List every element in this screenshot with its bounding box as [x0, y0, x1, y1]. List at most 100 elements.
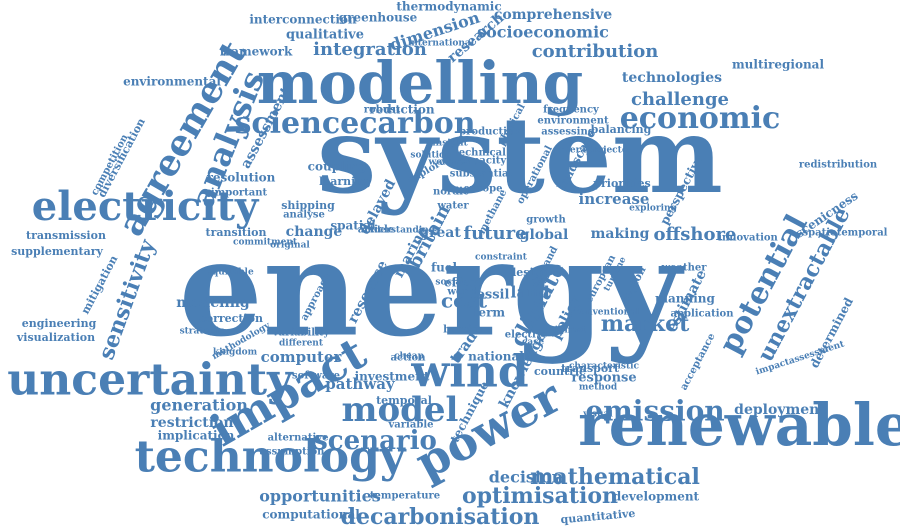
cloud-word: fuel: [431, 261, 458, 275]
cloud-word: learning: [319, 175, 371, 188]
cloud-word: production: [459, 127, 521, 138]
cloud-word: water: [436, 201, 469, 212]
cloud-word: cost: [441, 289, 488, 313]
cloud-word: opportunities: [259, 487, 381, 506]
cloud-word: computer: [261, 348, 343, 366]
cloud-word: fossil: [471, 288, 510, 303]
cloud-word: visualization: [16, 331, 95, 344]
cloud-word: temporal: [376, 394, 432, 407]
cloud-word: electric: [505, 330, 547, 341]
cloud-word: environment: [537, 116, 609, 127]
cloud-word: generation: [150, 396, 248, 415]
cloud-word: offshore: [654, 224, 737, 245]
cloud-word: variability: [272, 328, 331, 339]
cloud-word: exploring: [629, 204, 678, 214]
cloud-word: assessing: [541, 127, 594, 138]
cloud-word: great: [419, 225, 461, 241]
cloud-word: case: [522, 338, 544, 348]
cloud-word: land: [510, 283, 549, 302]
cloud-word: challenge: [631, 89, 729, 110]
cloud-word: weather: [661, 263, 708, 274]
cloud-word: emission: [585, 395, 724, 428]
cloud-word: interconnection: [249, 13, 357, 27]
cloud-word: global: [520, 227, 569, 243]
cloud-word: technology: [135, 432, 407, 483]
cloud-word: sciencecarbon: [234, 106, 475, 141]
cloud-word: resolution: [207, 171, 276, 185]
cloud-word: spatiotemporal: [803, 228, 888, 239]
cloud-word: renewable: [578, 391, 900, 459]
cloud-word: projected: [586, 146, 634, 156]
cloud-word: strategic: [180, 327, 225, 337]
cloud-word: insight: [432, 139, 468, 149]
cloud-word: decision: [489, 468, 564, 487]
cloud-word: wind: [410, 347, 528, 398]
cloud-word: integration: [313, 39, 427, 60]
cloud-word: priorities: [593, 177, 650, 190]
cloud-word: solution: [410, 151, 452, 161]
cloud-word: deployment: [734, 402, 826, 418]
cloud-word: energy: [179, 212, 685, 367]
cloud-word: software: [292, 371, 340, 382]
cloud-word: equitable: [206, 268, 254, 278]
cloud-word: supplementary: [11, 245, 103, 258]
cloud-word: important: [211, 188, 268, 199]
cloud-word: thermodynamic: [396, 0, 501, 14]
cloud-word: uncertainty: [7, 355, 294, 406]
cloud-word: variable: [388, 420, 434, 431]
cloud-word: effect: [444, 276, 482, 290]
cloud-word: cheap: [394, 352, 424, 362]
cloud-word: assumption: [260, 447, 326, 458]
cloud-word: modeling: [176, 295, 250, 311]
cloud-word: change: [286, 224, 343, 240]
cloud-word: environmental: [123, 75, 221, 89]
cloud-word: transition: [206, 226, 267, 239]
cloud-word: engineering: [22, 317, 97, 330]
cloud-word: temperature: [370, 491, 440, 502]
cloud-word: balancing: [591, 123, 652, 136]
cloud-word: international: [408, 39, 475, 49]
cloud-word: comprehensive: [494, 7, 612, 23]
cloud-word: frequency: [543, 105, 600, 116]
cloud-word: term: [473, 306, 506, 320]
cloud-word: development: [613, 490, 700, 504]
cloud-word: conventional: [575, 308, 640, 318]
cloud-word: contribution: [532, 41, 659, 62]
cloud-word: optimisation: [462, 483, 618, 509]
cloud-word: technologies: [622, 70, 722, 86]
cloud-word: substantial: [450, 169, 513, 180]
cloud-word: increase: [579, 190, 650, 208]
cloud-word: sensitivity: [93, 235, 161, 363]
cloud-word: computational: [262, 508, 360, 522]
cloud-word: different: [279, 339, 324, 349]
cloud-word: barrier: [443, 325, 483, 336]
cloud-word: commitment: [233, 238, 298, 248]
cloud-word: acceptance: [678, 332, 717, 393]
cloud-word: article: [358, 225, 394, 236]
cloud-word: market: [601, 311, 690, 337]
cloud-word: transport: [561, 362, 620, 375]
cloud-word: restriction: [150, 415, 233, 431]
cloud-word: model: [342, 390, 459, 430]
cloud-word: constraint: [475, 253, 528, 263]
cloud-word: implication: [158, 429, 235, 443]
cloud-word: reduction: [369, 103, 434, 117]
cloud-word: electricity: [32, 183, 260, 230]
cloud-word: technical: [454, 148, 506, 159]
cloud-word: redistribution: [799, 160, 878, 171]
cloud-word: method: [579, 383, 618, 393]
cloud-word: growth: [526, 215, 566, 226]
cloud-word: analyse: [283, 210, 325, 221]
cloud-word: pathway: [325, 375, 396, 393]
cloud-word: planning: [655, 292, 715, 306]
cloud-word: world: [446, 287, 478, 298]
cloud-word: system: [317, 93, 723, 217]
cloud-word: action: [391, 353, 427, 364]
cloud-word: scenario: [313, 426, 437, 456]
cloud-word: countrie: [534, 365, 586, 378]
cloud-word: welfare: [427, 158, 465, 168]
cloud-word: social: [435, 278, 465, 288]
cloud-word: operation: [558, 146, 607, 156]
